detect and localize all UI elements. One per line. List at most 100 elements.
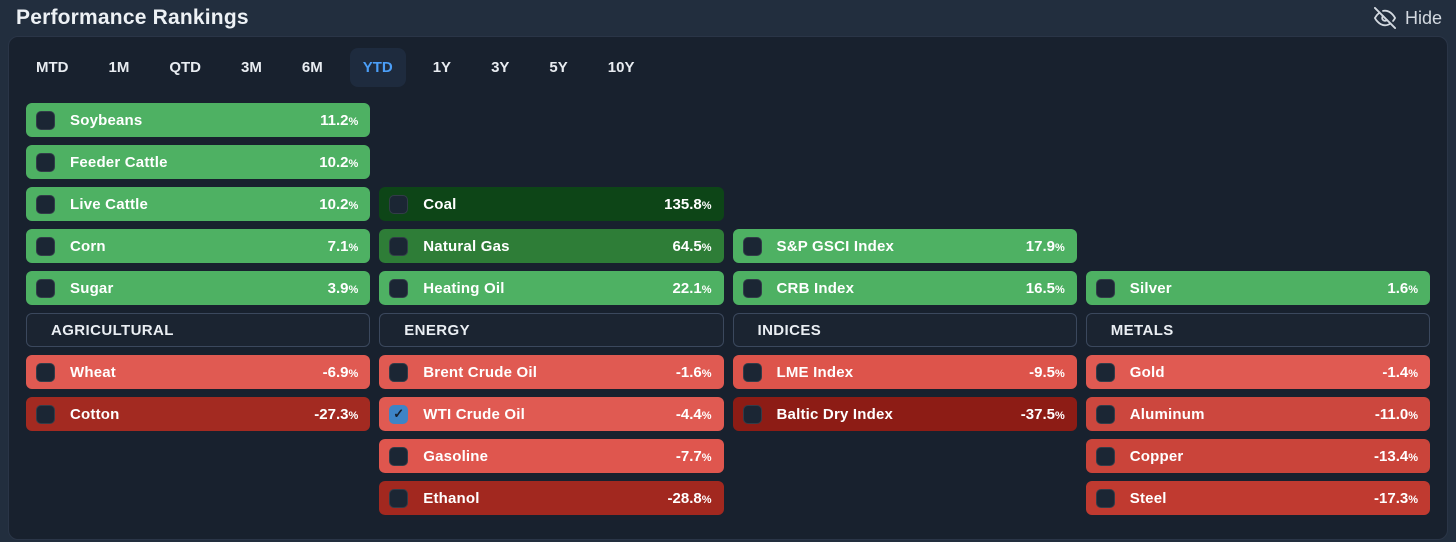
category-label-agricultural: AGRICULTURAL <box>26 313 371 347</box>
performance-bar-copper[interactable]: Copper -13.4% <box>1085 439 1430 473</box>
item-name: Corn <box>70 237 106 255</box>
performance-bar-live-cattle[interactable]: Live Cattle 10.2% <box>26 187 371 221</box>
percent-sign: % <box>701 493 712 506</box>
performance-bar-crb-index[interactable]: CRB Index 16.5% <box>732 271 1077 305</box>
item-value: -27.3% <box>314 405 359 423</box>
tab-3y[interactable]: 3Y <box>491 58 510 76</box>
category-label-energy: ENERGY <box>379 313 724 347</box>
item-name: Feeder Cattle <box>70 153 168 171</box>
period-tabs: MTD 1M QTD 3M 6M YTD 1Y 3Y 5Y 10Y <box>9 37 1447 89</box>
performance-bar-wti-crude-oil[interactable]: ✓ WTI Crude Oil -4.4% <box>379 397 724 431</box>
category-label-metals: METALS <box>1085 313 1430 347</box>
checkbox-unchecked[interactable] <box>389 278 409 298</box>
item-name: Heating Oil <box>423 279 505 297</box>
performance-bar-baltic-dry-index[interactable]: Baltic Dry Index -37.5% <box>732 397 1077 431</box>
item-name: Cotton <box>70 405 120 423</box>
item-value: -1.4% <box>1382 363 1418 381</box>
tab-6m[interactable]: 6M <box>301 58 323 76</box>
checkbox-unchecked[interactable] <box>389 362 409 382</box>
checkbox-unchecked[interactable] <box>742 362 762 382</box>
percent-sign: % <box>1054 241 1065 254</box>
performance-bar-ethanol[interactable]: Ethanol -28.8% <box>379 481 724 515</box>
item-value: -4.4% <box>675 405 712 423</box>
column-indices: S&P GSCI Index 17.9% CRB Index 16.5% INDICES… <box>732 103 1077 515</box>
performance-bar-corn[interactable]: Corn 7.1% <box>26 229 371 263</box>
percent-sign: % <box>1408 451 1418 464</box>
performance-bar-steel[interactable]: Steel -17.3% <box>1085 481 1430 515</box>
percent-sign: % <box>1408 409 1418 422</box>
percent-sign: % <box>701 451 712 464</box>
checkbox-unchecked[interactable] <box>389 488 409 508</box>
item-value: 135.8% <box>664 195 712 213</box>
column-energy: Coal 135.8% Natural Gas 64.5% Heating Oil 22.… <box>379 103 724 515</box>
tab-1m[interactable]: 1M <box>108 58 130 76</box>
item-value: -37.5% <box>1020 405 1065 423</box>
item-value: 7.1% <box>327 237 359 255</box>
performance-bar-feeder-cattle[interactable]: Feeder Cattle 10.2% <box>26 145 371 179</box>
checkbox-unchecked[interactable] <box>36 236 55 256</box>
tab-3m[interactable]: 3M <box>241 58 262 76</box>
percent-sign: % <box>701 409 712 422</box>
percent-sign: % <box>1054 409 1065 422</box>
item-value: -7.7% <box>675 447 712 465</box>
checkbox-unchecked[interactable] <box>1095 446 1115 466</box>
tab-10y[interactable]: 10Y <box>607 58 635 76</box>
item-value: -6.9% <box>322 363 359 381</box>
performance-bar-natural-gas[interactable]: Natural Gas 64.5% <box>379 229 724 263</box>
item-value: 10.2% <box>319 195 359 213</box>
checkbox-unchecked[interactable] <box>389 236 409 256</box>
performance-bar-cotton[interactable]: Cotton -27.3% <box>26 397 371 431</box>
item-value: 11.2% <box>320 111 359 129</box>
checkbox-unchecked[interactable] <box>1095 278 1115 298</box>
performance-bar-aluminum[interactable]: Aluminum -11.0% <box>1085 397 1430 431</box>
item-name: CRB Index <box>776 279 855 297</box>
performance-bar-heating-oil[interactable]: Heating Oil 22.1% <box>379 271 724 305</box>
item-value: 3.9% <box>327 279 359 297</box>
performance-bar-lme-index[interactable]: LME Index -9.5% <box>732 355 1077 389</box>
hide-button[interactable]: Hide <box>1373 7 1442 29</box>
item-value: -1.6% <box>675 363 712 381</box>
performance-bar-brent-crude-oil[interactable]: Brent Crude Oil -1.6% <box>379 355 724 389</box>
tab-mtd[interactable]: MTD <box>36 58 69 76</box>
checkbox-unchecked[interactable] <box>742 278 762 298</box>
item-name: Silver <box>1129 279 1172 297</box>
item-value: 22.1% <box>672 279 712 297</box>
item-name: Wheat <box>70 363 116 381</box>
checkbox-unchecked[interactable] <box>389 194 409 214</box>
checkbox-unchecked[interactable] <box>36 404 55 424</box>
performance-bar-silver[interactable]: Silver 1.6% <box>1085 271 1430 305</box>
performance-bar-soybeans[interactable]: Soybeans 11.2% <box>26 103 371 137</box>
checkbox-unchecked[interactable] <box>742 236 762 256</box>
item-name: Brent Crude Oil <box>423 363 538 381</box>
rankings-grid: Soybeans 11.2% Feeder Cattle 10.2% Live Catt… <box>9 89 1447 515</box>
percent-sign: % <box>348 283 359 296</box>
checkbox-unchecked[interactable] <box>36 278 55 298</box>
item-value: 1.6% <box>1387 279 1418 297</box>
performance-bar-coal[interactable]: Coal 135.8% <box>379 187 724 221</box>
checkbox-unchecked[interactable] <box>36 152 55 172</box>
checkbox-unchecked[interactable] <box>1095 488 1115 508</box>
performance-bar-wheat[interactable]: Wheat -6.9% <box>26 355 371 389</box>
widget-header: Performance Rankings Hide <box>0 0 1456 36</box>
performance-bar-gasoline[interactable]: Gasoline -7.7% <box>379 439 724 473</box>
item-value: -11.0% <box>1374 405 1418 423</box>
item-name: Natural Gas <box>423 237 510 255</box>
checkbox-unchecked[interactable] <box>1095 362 1115 382</box>
performance-bar-gold[interactable]: Gold -1.4% <box>1085 355 1430 389</box>
checkbox-unchecked[interactable] <box>36 362 55 382</box>
tab-qtd[interactable]: QTD <box>169 58 202 76</box>
percent-sign: % <box>1408 493 1418 506</box>
checkbox-unchecked[interactable] <box>742 404 762 424</box>
performance-bar-s-p-gsci-index[interactable]: S&P GSCI Index 17.9% <box>732 229 1077 263</box>
tab-1y[interactable]: 1Y <box>432 58 452 76</box>
item-name: Gold <box>1129 363 1165 381</box>
checkbox-unchecked[interactable] <box>1095 404 1115 424</box>
tab-5y[interactable]: 5Y <box>549 58 568 76</box>
checkbox-checked[interactable]: ✓ <box>389 404 409 424</box>
checkbox-unchecked[interactable] <box>36 110 55 130</box>
checkbox-unchecked[interactable] <box>36 194 55 214</box>
checkbox-unchecked[interactable] <box>389 446 409 466</box>
performance-bar-sugar[interactable]: Sugar 3.9% <box>26 271 371 305</box>
tab-ytd[interactable]: YTD <box>349 47 406 87</box>
percent-sign: % <box>348 199 359 212</box>
